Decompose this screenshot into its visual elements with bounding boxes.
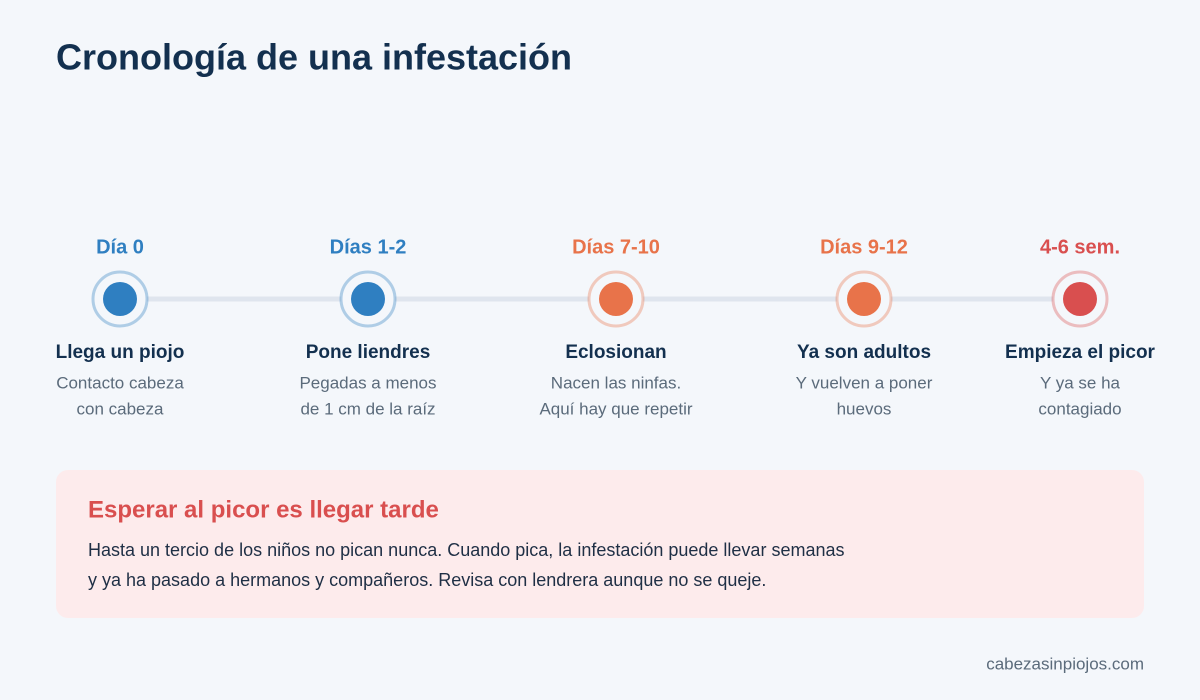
title: Cronología de una infestación [56, 37, 572, 78]
step-label: Días 1-2 [330, 236, 407, 258]
step-description: contagiado [1038, 399, 1121, 418]
step-dot [1063, 282, 1097, 316]
step-title: Pone liendres [306, 342, 431, 363]
callout-body-line: y ya ha pasado a hermanos y compañeros. … [88, 570, 766, 590]
step-title: Eclosionan [565, 342, 666, 363]
step-description: Y vuelven a poner [796, 373, 933, 392]
step-title: Ya son adultos [797, 342, 931, 363]
callout-title: Esperar al picor es llegar tarde [88, 496, 439, 523]
step-title: Empieza el picor [1005, 342, 1156, 363]
step-label: Día 0 [96, 236, 144, 258]
step-description: de 1 cm de la raíz [300, 399, 435, 418]
step-description: Pegadas a menos [299, 373, 436, 392]
callout-box [56, 470, 1144, 618]
step-description: huevos [837, 399, 892, 418]
step-description: Y ya se ha [1040, 373, 1121, 392]
step-dot [351, 282, 385, 316]
step-description: Contacto cabeza [56, 373, 184, 392]
step-dot [599, 282, 633, 316]
footer: cabezasinpiojos.com [986, 654, 1144, 673]
step-dot [847, 282, 881, 316]
step-description: Nacen las ninfas. [551, 373, 681, 392]
step-description: Aquí hay que repetir [539, 399, 692, 418]
step-description: con cabeza [77, 399, 164, 418]
step-label: 4-6 sem. [1040, 236, 1120, 258]
step-dot [103, 282, 137, 316]
step-label: Días 7-10 [572, 236, 660, 258]
step-label: Días 9-12 [820, 236, 908, 258]
steps: Día 0 Llega un piojo Contacto cabeza con ca… [56, 236, 1156, 418]
step-title: Llega un piojo [56, 342, 185, 363]
callout-body-line: Hasta un tercio de los niños no pican nu… [88, 540, 844, 560]
